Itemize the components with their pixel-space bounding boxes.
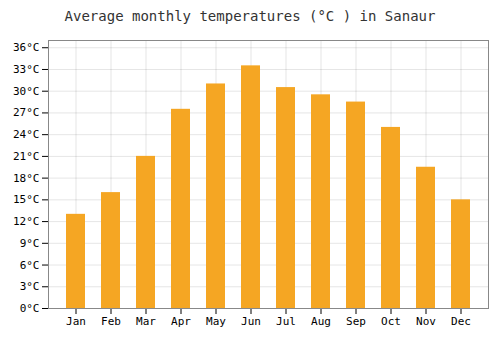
svg-text:3°C: 3°C bbox=[20, 280, 40, 293]
svg-text:Apr: Apr bbox=[171, 315, 191, 328]
html-text:Average monthly temperatures (: Average monthly temperatures (°C ) in Sa… bbox=[64, 8, 436, 24]
svg-text:Jun: Jun bbox=[241, 315, 261, 328]
svg-text:Sep: Sep bbox=[346, 315, 366, 328]
svg-text:Nov: Nov bbox=[416, 315, 436, 328]
svg-text:Jul: Jul bbox=[276, 315, 296, 328]
svg-text:6°C: 6°C bbox=[20, 259, 40, 272]
svg-text:18°C: 18°C bbox=[13, 172, 40, 185]
svg-text:0°C: 0°C bbox=[20, 302, 40, 315]
svg-text:Dec: Dec bbox=[451, 315, 471, 328]
svg-text:33°C: 33°C bbox=[13, 63, 40, 76]
svg-text:Aug: Aug bbox=[311, 315, 331, 328]
svg-text:24°C: 24°C bbox=[13, 128, 40, 141]
svg-text:9°C: 9°C bbox=[20, 237, 40, 250]
svg-text:30°C: 30°C bbox=[13, 85, 40, 98]
svg-text:15°C: 15°C bbox=[13, 193, 40, 206]
svg-text:Jan: Jan bbox=[66, 315, 86, 328]
svg-text:21°C: 21°C bbox=[13, 150, 40, 163]
svg-text:Mar: Mar bbox=[136, 315, 156, 328]
svg-text:12°C: 12°C bbox=[13, 215, 40, 228]
svg-text:27°C: 27°C bbox=[13, 106, 40, 119]
svg-text:36°C: 36°C bbox=[13, 41, 40, 54]
svg-text:Oct: Oct bbox=[381, 315, 401, 328]
svg-text:Feb: Feb bbox=[101, 315, 121, 328]
svg-text:May: May bbox=[206, 315, 226, 328]
